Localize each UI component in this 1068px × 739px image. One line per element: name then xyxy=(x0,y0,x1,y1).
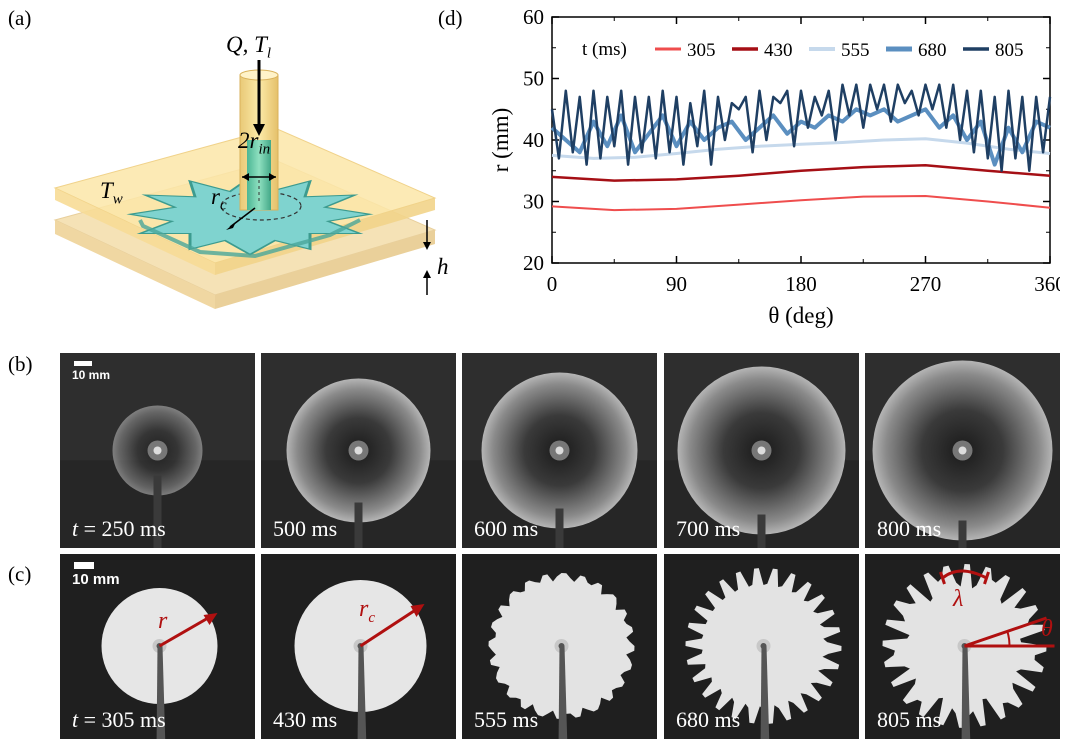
series-line-680 xyxy=(550,107,1051,167)
scale-bar-text: 10 mm xyxy=(72,368,111,382)
panel-label-a: (a) xyxy=(8,6,32,30)
label-lambda: λ xyxy=(953,586,964,612)
label-theta: θ xyxy=(1041,616,1053,642)
time-symbol: t xyxy=(72,516,79,541)
photo-c-1: t = 305 ms 10 mm r xyxy=(60,554,255,739)
x-tick-label: 0 xyxy=(547,272,558,296)
legend-label-430: 430 xyxy=(764,40,793,61)
y-tick-label: 20 xyxy=(523,251,544,275)
photo-b-4: 700 ms xyxy=(664,353,859,548)
photo-c-caption-5: 805 ms xyxy=(877,707,942,732)
photo-b-5: 800 ms xyxy=(865,353,1060,548)
series-line-305 xyxy=(551,195,1051,212)
panel-label-d: (d) xyxy=(438,6,463,30)
x-tick-label: 360 xyxy=(1034,272,1060,296)
photo-c-2: 430 ms rc xyxy=(261,554,456,739)
time-value: = 250 ms xyxy=(78,516,166,541)
photo-c-caption-3: 555 ms xyxy=(474,707,539,732)
rc-arrow xyxy=(359,606,420,648)
x-tick-label: 270 xyxy=(910,272,942,296)
theta-arc xyxy=(1006,631,1011,647)
y-tick-label: 40 xyxy=(523,128,544,152)
legend-title: t (ms) xyxy=(582,39,627,60)
legend-label-305: 305 xyxy=(687,40,716,61)
photo-b-caption-2: 500 ms xyxy=(273,516,338,541)
scale-bar-line xyxy=(74,562,94,569)
photo-b-2: 500 ms xyxy=(261,353,456,548)
panel-label-b: (b) xyxy=(8,352,33,376)
photo-c-caption-1: t = 305 ms xyxy=(72,707,166,733)
r-arrow xyxy=(158,614,213,648)
panel-label-c: (c) xyxy=(8,562,32,586)
scale-bar-text: 10 mm xyxy=(72,571,120,588)
photo-b-caption-3: 600 ms xyxy=(474,516,539,541)
photo-b-3: 600 ms xyxy=(462,353,657,548)
label-r: r xyxy=(158,608,168,634)
y-tick-label: 30 xyxy=(523,190,544,214)
photo-c-3: 555 ms xyxy=(462,554,657,739)
bottom-plate-edge-left xyxy=(55,220,215,309)
y-tick-label: 50 xyxy=(523,67,544,91)
legend-label-555: 555 xyxy=(841,40,870,61)
time-value: = 305 ms xyxy=(78,707,166,732)
photo-c-5: 805 ms λ θ xyxy=(865,554,1060,739)
scale-bar-b: 10 mm xyxy=(72,361,110,382)
series-line-805 xyxy=(550,83,1052,173)
liquid-sheet-edge xyxy=(138,218,361,259)
gap-label: h xyxy=(437,254,449,279)
wall-temperature-label: Tw xyxy=(100,178,123,208)
y-axis-label: r (mm) xyxy=(488,108,513,173)
y-tick-label: 60 xyxy=(523,5,544,29)
x-tick-label: 180 xyxy=(785,272,817,296)
series-line-430 xyxy=(551,163,1051,182)
time-symbol: t xyxy=(72,707,79,732)
series-line-555 xyxy=(551,137,1051,160)
radius-label: rc xyxy=(211,184,227,214)
lambda-arc xyxy=(941,569,988,580)
photo-b-caption-1: t = 250 ms xyxy=(72,516,166,542)
legend-label-805: 805 xyxy=(995,40,1024,61)
photo-c-4: 680 ms xyxy=(664,554,859,739)
diameter-label: 2rin xyxy=(238,128,271,158)
top-plate-edge-left xyxy=(55,188,215,275)
radius-vs-angle-chart: 0 90 180 270 360 20 30 40 50 60 θ (deg) r (mm) t (m… xyxy=(488,5,1060,328)
flow-label: Q, Tl xyxy=(226,32,272,62)
label-rc: rc xyxy=(359,596,376,626)
bottom-plate-edge-right xyxy=(215,230,435,309)
photo-b-1: t = 250 ms 10 mm xyxy=(60,353,255,548)
scale-bar-c: 10 mm xyxy=(72,562,120,588)
photo-c-caption-2: 430 ms xyxy=(273,707,338,732)
photo-b-caption-5: 800 ms xyxy=(877,516,942,541)
photo-c-caption-4: 680 ms xyxy=(676,707,741,732)
schematic-diagram xyxy=(53,60,437,309)
x-tick-label: 90 xyxy=(666,272,687,296)
legend-label-680: 680 xyxy=(918,40,947,61)
x-axis-label: θ (deg) xyxy=(768,303,833,328)
theta-ray xyxy=(964,616,1047,648)
scale-bar-line xyxy=(74,361,92,366)
photo-b-caption-4: 700 ms xyxy=(676,516,741,541)
